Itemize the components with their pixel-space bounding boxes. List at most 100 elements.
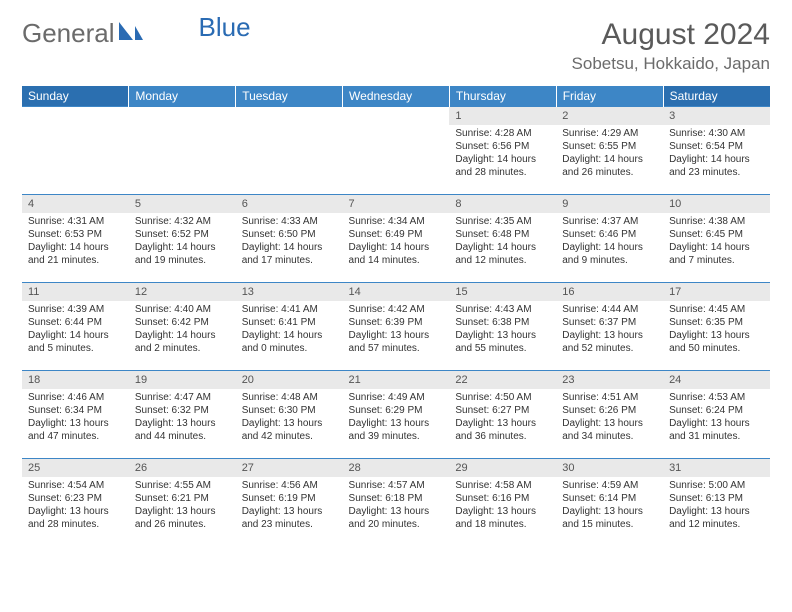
day-number: 13 [236,283,343,301]
day-number: 16 [556,283,663,301]
day-details: Sunrise: 4:54 AMSunset: 6:23 PMDaylight:… [22,477,129,535]
day-details: Sunrise: 4:50 AMSunset: 6:27 PMDaylight:… [449,389,556,447]
sunrise-text: Sunrise: 5:00 AM [669,479,764,492]
day-details: Sunrise: 4:28 AMSunset: 6:56 PMDaylight:… [449,125,556,183]
calendar-day-cell: 3Sunrise: 4:30 AMSunset: 6:54 PMDaylight… [663,107,770,195]
day-number: 12 [129,283,236,301]
location-text: Sobetsu, Hokkaido, Japan [572,54,770,74]
calendar-day-cell [236,107,343,195]
sunrise-text: Sunrise: 4:34 AM [349,215,444,228]
sunrise-text: Sunrise: 4:39 AM [28,303,123,316]
weekday-header: Tuesday [236,86,343,107]
daylight-text: Daylight: 13 hours and 52 minutes. [562,329,657,355]
day-details: Sunrise: 4:46 AMSunset: 6:34 PMDaylight:… [22,389,129,447]
sunrise-text: Sunrise: 4:56 AM [242,479,337,492]
day-number: 26 [129,459,236,477]
calendar-day-cell: 14Sunrise: 4:42 AMSunset: 6:39 PMDayligh… [343,283,450,371]
daylight-text: Daylight: 14 hours and 21 minutes. [28,241,123,267]
day-number: 22 [449,371,556,389]
weekday-header-row: Sunday Monday Tuesday Wednesday Thursday… [22,86,770,107]
calendar-day-cell: 4Sunrise: 4:31 AMSunset: 6:53 PMDaylight… [22,195,129,283]
calendar-week-row: 1Sunrise: 4:28 AMSunset: 6:56 PMDaylight… [22,107,770,195]
daylight-text: Daylight: 14 hours and 9 minutes. [562,241,657,267]
daylight-text: Daylight: 14 hours and 26 minutes. [562,153,657,179]
calendar-day-cell [22,107,129,195]
calendar-day-cell: 2Sunrise: 4:29 AMSunset: 6:55 PMDaylight… [556,107,663,195]
calendar-week-row: 18Sunrise: 4:46 AMSunset: 6:34 PMDayligh… [22,371,770,459]
weekday-header: Friday [556,86,663,107]
daylight-text: Daylight: 13 hours and 23 minutes. [242,505,337,531]
day-details: Sunrise: 4:32 AMSunset: 6:52 PMDaylight:… [129,213,236,271]
sunrise-text: Sunrise: 4:58 AM [455,479,550,492]
day-number: 8 [449,195,556,213]
sunrise-text: Sunrise: 4:50 AM [455,391,550,404]
sunrise-text: Sunrise: 4:37 AM [562,215,657,228]
day-details: Sunrise: 4:44 AMSunset: 6:37 PMDaylight:… [556,301,663,359]
day-details: Sunrise: 4:43 AMSunset: 6:38 PMDaylight:… [449,301,556,359]
sunset-text: Sunset: 6:19 PM [242,492,337,505]
day-details: Sunrise: 4:41 AMSunset: 6:41 PMDaylight:… [236,301,343,359]
calendar-day-cell: 13Sunrise: 4:41 AMSunset: 6:41 PMDayligh… [236,283,343,371]
title-block: August 2024 Sobetsu, Hokkaido, Japan [572,18,770,74]
sunrise-text: Sunrise: 4:59 AM [562,479,657,492]
brand-logo: General Blue [22,18,251,49]
calendar-day-cell: 31Sunrise: 5:00 AMSunset: 6:13 PMDayligh… [663,459,770,547]
calendar-day-cell: 12Sunrise: 4:40 AMSunset: 6:42 PMDayligh… [129,283,236,371]
weekday-header: Monday [129,86,236,107]
daylight-text: Daylight: 14 hours and 28 minutes. [455,153,550,179]
day-number: 31 [663,459,770,477]
sunrise-text: Sunrise: 4:55 AM [135,479,230,492]
daylight-text: Daylight: 14 hours and 23 minutes. [669,153,764,179]
sunrise-text: Sunrise: 4:32 AM [135,215,230,228]
sunset-text: Sunset: 6:37 PM [562,316,657,329]
daylight-text: Daylight: 14 hours and 17 minutes. [242,241,337,267]
sunset-text: Sunset: 6:55 PM [562,140,657,153]
daylight-text: Daylight: 14 hours and 19 minutes. [135,241,230,267]
day-details: Sunrise: 4:29 AMSunset: 6:55 PMDaylight:… [556,125,663,183]
daylight-text: Daylight: 13 hours and 34 minutes. [562,417,657,443]
sunrise-text: Sunrise: 4:28 AM [455,127,550,140]
daylight-text: Daylight: 14 hours and 2 minutes. [135,329,230,355]
day-number: 17 [663,283,770,301]
calendar-day-cell: 27Sunrise: 4:56 AMSunset: 6:19 PMDayligh… [236,459,343,547]
calendar-day-cell: 7Sunrise: 4:34 AMSunset: 6:49 PMDaylight… [343,195,450,283]
calendar-day-cell: 18Sunrise: 4:46 AMSunset: 6:34 PMDayligh… [22,371,129,459]
daylight-text: Daylight: 14 hours and 7 minutes. [669,241,764,267]
day-number: 19 [129,371,236,389]
day-number: 24 [663,371,770,389]
weekday-header: Saturday [663,86,770,107]
calendar-day-cell: 30Sunrise: 4:59 AMSunset: 6:14 PMDayligh… [556,459,663,547]
calendar-day-cell: 6Sunrise: 4:33 AMSunset: 6:50 PMDaylight… [236,195,343,283]
day-number: 25 [22,459,129,477]
sunset-text: Sunset: 6:49 PM [349,228,444,241]
daylight-text: Daylight: 13 hours and 20 minutes. [349,505,444,531]
day-details: Sunrise: 4:58 AMSunset: 6:16 PMDaylight:… [449,477,556,535]
sunset-text: Sunset: 6:45 PM [669,228,764,241]
sunset-text: Sunset: 6:52 PM [135,228,230,241]
calendar-day-cell: 26Sunrise: 4:55 AMSunset: 6:21 PMDayligh… [129,459,236,547]
sunrise-text: Sunrise: 4:48 AM [242,391,337,404]
day-details: Sunrise: 4:37 AMSunset: 6:46 PMDaylight:… [556,213,663,271]
month-title: August 2024 [572,18,770,52]
sunset-text: Sunset: 6:26 PM [562,404,657,417]
sunset-text: Sunset: 6:50 PM [242,228,337,241]
sunrise-text: Sunrise: 4:41 AM [242,303,337,316]
daylight-text: Daylight: 13 hours and 26 minutes. [135,505,230,531]
daylight-text: Daylight: 13 hours and 39 minutes. [349,417,444,443]
header: General Blue August 2024 Sobetsu, Hokkai… [22,18,770,74]
daylight-text: Daylight: 13 hours and 47 minutes. [28,417,123,443]
calendar-day-cell: 5Sunrise: 4:32 AMSunset: 6:52 PMDaylight… [129,195,236,283]
sunset-text: Sunset: 6:53 PM [28,228,123,241]
daylight-text: Daylight: 13 hours and 28 minutes. [28,505,123,531]
calendar-day-cell: 9Sunrise: 4:37 AMSunset: 6:46 PMDaylight… [556,195,663,283]
sunset-text: Sunset: 6:44 PM [28,316,123,329]
daylight-text: Daylight: 13 hours and 15 minutes. [562,505,657,531]
sunrise-text: Sunrise: 4:57 AM [349,479,444,492]
sunrise-text: Sunrise: 4:51 AM [562,391,657,404]
sunset-text: Sunset: 6:16 PM [455,492,550,505]
day-number: 5 [129,195,236,213]
day-details: Sunrise: 4:59 AMSunset: 6:14 PMDaylight:… [556,477,663,535]
day-details: Sunrise: 4:55 AMSunset: 6:21 PMDaylight:… [129,477,236,535]
day-details: Sunrise: 4:40 AMSunset: 6:42 PMDaylight:… [129,301,236,359]
calendar-table: Sunday Monday Tuesday Wednesday Thursday… [22,86,770,547]
